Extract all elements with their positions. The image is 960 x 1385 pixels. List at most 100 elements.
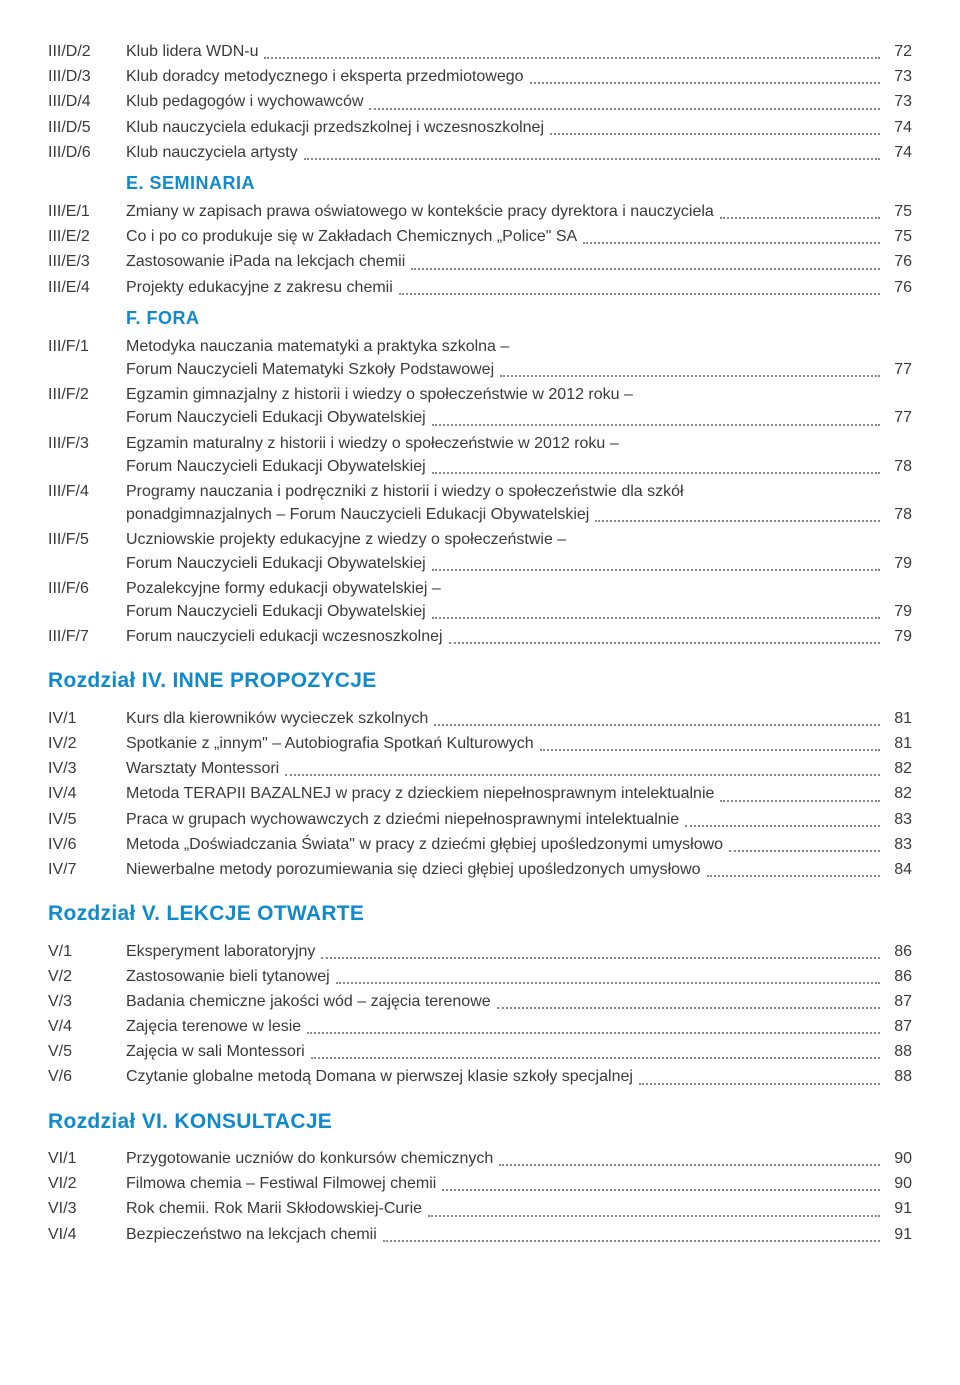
toc-title: Zastosowanie iPada na lekcjach chemii (126, 250, 405, 273)
toc-title-cell: Metoda „Doświadczania Świata" w pracy z … (126, 833, 912, 856)
toc-row: V/5Zajęcia w sali Montessori88 (48, 1040, 912, 1063)
toc-row: III/D/2Klub lidera WDN-u72 (48, 40, 912, 63)
toc-code: IV/1 (48, 707, 126, 730)
toc-title-cell: Rok chemii. Rok Marii Skłodowskiej-Curie… (126, 1197, 912, 1220)
toc-page: 81 (886, 707, 912, 730)
toc-title: Czytanie globalne metodą Domana w pierws… (126, 1065, 633, 1088)
toc-row: III/F/6Pozalekcyjne formy edukacji obywa… (48, 577, 912, 623)
toc-dots (595, 511, 880, 523)
toc-title-line2: Forum Nauczycieli Edukacji Obywatelskiej (126, 455, 426, 478)
toc-code: III/F/2 (48, 383, 126, 406)
toc-title: Bezpieczeństwo na lekcjach chemii (126, 1223, 377, 1246)
toc-title-line2: Forum Nauczycieli Edukacji Obywatelskiej (126, 406, 426, 429)
toc-title-line2-row: Forum Nauczycieli Edukacji Obywatelskiej… (126, 552, 912, 575)
toc-code: V/1 (48, 940, 126, 963)
toc-title-cell: Klub nauczyciela artysty 74 (126, 141, 912, 164)
toc-code: V/4 (48, 1015, 126, 1038)
toc-row: III/E/2Co i po co produkuje się w Zakład… (48, 225, 912, 248)
toc-row: VI/3Rok chemii. Rok Marii Skłodowskiej-C… (48, 1197, 912, 1220)
toc-title: Przygotowanie uczniów do konkursów chemi… (126, 1147, 493, 1170)
toc-row: VI/1Przygotowanie uczniów do konkursów c… (48, 1147, 912, 1170)
toc-page: 78 (886, 455, 912, 478)
toc-dots (369, 98, 880, 110)
toc-page: 77 (886, 406, 912, 429)
toc-title-line1: Pozalekcyjne formy edukacji obywatelskie… (126, 577, 912, 600)
toc-chapter-heading: Rozdział V. LEKCJE OTWARTE (48, 899, 912, 929)
toc-dots (550, 123, 880, 135)
toc-page: 75 (886, 200, 912, 223)
toc-dots (307, 1023, 880, 1035)
toc-title-line2: Forum Nauczycieli Edukacji Obywatelskiej (126, 552, 426, 575)
toc-row: IV/1Kurs dla kierowników wycieczek szkol… (48, 707, 912, 730)
toc-code: VI/3 (48, 1197, 126, 1220)
toc-row: III/F/1Metodyka nauczania matematyki a p… (48, 335, 912, 381)
toc-title: Klub doradcy metodycznego i eksperta prz… (126, 65, 524, 88)
toc-title-cell: Kurs dla kierowników wycieczek szkolnych… (126, 707, 912, 730)
toc-dots (639, 1073, 880, 1085)
toc-code: III/F/3 (48, 432, 126, 455)
toc-code: IV/7 (48, 858, 126, 881)
toc-page: 91 (886, 1197, 912, 1220)
toc-title-cell: Filmowa chemia – Festiwal Filmowej chemi… (126, 1172, 912, 1195)
toc-title-line1: Programy nauczania i podręczniki z histo… (126, 480, 912, 503)
toc-title-multiline: Metodyka nauczania matematyki a praktyka… (126, 335, 912, 381)
toc-code: III/D/4 (48, 90, 126, 113)
toc-page: 83 (886, 808, 912, 831)
toc-code: V/5 (48, 1040, 126, 1063)
toc-row: III/D/4Klub pedagogów i wychowawców 73 (48, 90, 912, 113)
toc-title: Metoda TERAPII BAZALNEJ w pracy z dzieck… (126, 782, 714, 805)
toc-row: VI/2Filmowa chemia – Festiwal Filmowej c… (48, 1172, 912, 1195)
toc-dots (729, 840, 880, 852)
toc-dots (583, 233, 880, 245)
toc-title-cell: Zajęcia terenowe w lesie87 (126, 1015, 912, 1038)
toc-title-cell: Projekty edukacyjne z zakresu chemii76 (126, 276, 912, 299)
toc-dots (411, 258, 880, 270)
toc-code: III/D/6 (48, 141, 126, 164)
toc-title-line2-row: Forum Nauczycieli Edukacji Obywatelskiej… (126, 406, 912, 429)
toc-subheading: F. FORA (126, 305, 912, 331)
toc-title: Klub nauczyciela artysty (126, 141, 298, 164)
toc-code: V/6 (48, 1065, 126, 1088)
toc-page: 81 (886, 732, 912, 755)
toc-dots (399, 283, 880, 295)
toc-title: Klub pedagogów i wychowawców (126, 90, 363, 113)
toc-page: 88 (886, 1065, 912, 1088)
toc-title-cell: Klub pedagogów i wychowawców 73 (126, 90, 912, 113)
toc-row: III/E/4Projekty edukacyjne z zakresu che… (48, 276, 912, 299)
toc-page: 87 (886, 990, 912, 1013)
toc-code: IV/3 (48, 757, 126, 780)
toc-title: Niewerbalne metody porozumiewania się dz… (126, 858, 701, 881)
toc-dots (311, 1048, 880, 1060)
toc-code: III/F/1 (48, 335, 126, 358)
toc-dots (336, 972, 880, 984)
toc-page: 73 (886, 90, 912, 113)
toc-dots (499, 1155, 880, 1167)
toc-title-cell: Praca w grupach wychowawczych z dziećmi … (126, 808, 912, 831)
toc-page: 72 (886, 40, 912, 63)
toc-row: III/F/7Forum nauczycieli edukacji wczesn… (48, 625, 912, 648)
toc-title-cell: Przygotowanie uczniów do konkursów chemi… (126, 1147, 912, 1170)
toc-title-multiline: Uczniowskie projekty edukacyjne z wiedzy… (126, 528, 912, 574)
toc-code: III/D/5 (48, 116, 126, 139)
toc-title: Metoda „Doświadczania Świata" w pracy z … (126, 833, 723, 856)
toc-code: III/E/3 (48, 250, 126, 273)
toc-page: 76 (886, 276, 912, 299)
toc-row: IV/6Metoda „Doświadczania Świata" w prac… (48, 833, 912, 856)
toc-title-cell: Klub nauczyciela edukacji przedszkolnej … (126, 116, 912, 139)
toc-title-line2-row: ponadgimnazjalnych – Forum Nauczycieli E… (126, 503, 912, 526)
toc-dots (428, 1205, 880, 1217)
toc-dots (685, 815, 880, 827)
toc-title-multiline: Egzamin maturalny z historii i wiedzy o … (126, 432, 912, 478)
toc-code: III/D/2 (48, 40, 126, 63)
toc-page: 79 (886, 552, 912, 575)
toc-title-line1: Egzamin maturalny z historii i wiedzy o … (126, 432, 912, 455)
toc-title: Praca w grupach wychowawczych z dziećmi … (126, 808, 679, 831)
toc-page: 77 (886, 358, 912, 381)
toc-page: 74 (886, 141, 912, 164)
toc-title-multiline: Egzamin gimnazjalny z historii i wiedzy … (126, 383, 912, 429)
toc-page: 86 (886, 965, 912, 988)
toc-title-cell: Czytanie globalne metodą Domana w pierws… (126, 1065, 912, 1088)
toc-title: Forum nauczycieli edukacji wczesnoszkoln… (126, 625, 443, 648)
toc-title: Kurs dla kierowników wycieczek szkolnych (126, 707, 428, 730)
toc-dots (442, 1180, 880, 1192)
